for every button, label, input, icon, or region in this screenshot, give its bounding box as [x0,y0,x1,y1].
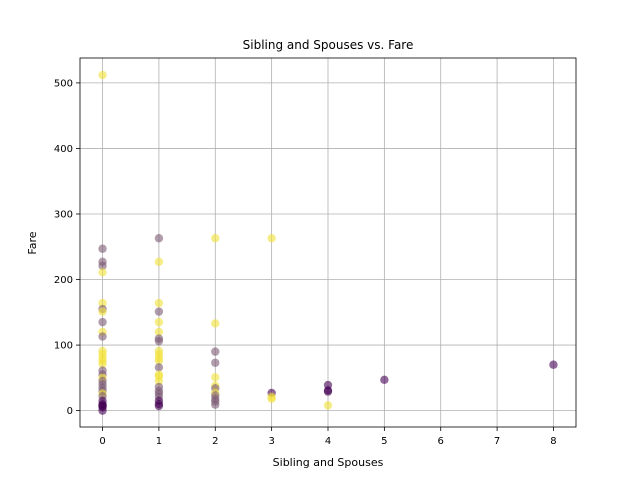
data-point [98,244,107,253]
data-point [154,257,164,267]
data-point [154,356,164,366]
data-point [98,268,107,277]
data-point [211,372,220,382]
y-tick-label: 500 [54,78,73,89]
data-point [211,234,220,243]
x-tick-label: 1 [156,436,162,447]
chart-title: Sibling and Spouses vs. Fare [243,38,414,52]
data-point [154,336,164,346]
data-point [154,363,164,372]
data-point [98,359,107,369]
x-tick-label: 8 [550,436,556,447]
x-axis-label: Sibling and Spouses [273,456,384,469]
data-point [98,332,107,341]
data-point [98,406,107,415]
data-point [154,307,164,316]
data-point [154,234,164,243]
data-point [549,360,558,369]
data-point [211,347,220,356]
data-point [267,394,276,404]
data-point [211,319,220,328]
data-points [98,70,558,415]
data-point [323,387,333,396]
data-point [98,298,107,308]
data-point [154,376,164,386]
data-point [98,70,107,80]
data-point [98,307,107,316]
x-tick-label: 6 [438,436,444,447]
data-point [154,317,164,327]
x-tick-label: 3 [268,436,274,447]
y-tick-label: 300 [54,209,73,220]
data-point [98,261,107,270]
y-tick-label: 200 [54,275,73,286]
x-tick-label: 0 [99,436,105,447]
y-tick-label: 0 [67,406,73,417]
data-point [154,327,164,337]
x-tick-label: 2 [212,436,218,447]
y-axis-label: Fare [26,231,39,254]
y-axis-ticks: 0 100 200 300 400 500 [54,78,80,417]
x-tick-label: 4 [325,436,331,447]
grid-lines [80,58,576,427]
data-point [323,401,333,410]
data-point [211,400,220,409]
x-tick-label: 7 [494,436,500,447]
data-point [98,317,107,327]
data-point [267,234,276,243]
x-axis-ticks: 0 1 2 3 4 5 6 7 8 [99,427,557,447]
x-tick-label: 5 [381,436,387,447]
data-point [380,375,389,385]
data-point [211,358,220,367]
y-tick-label: 100 [54,341,73,352]
data-point [154,401,164,411]
data-point [154,298,164,308]
y-tick-label: 400 [54,144,73,155]
